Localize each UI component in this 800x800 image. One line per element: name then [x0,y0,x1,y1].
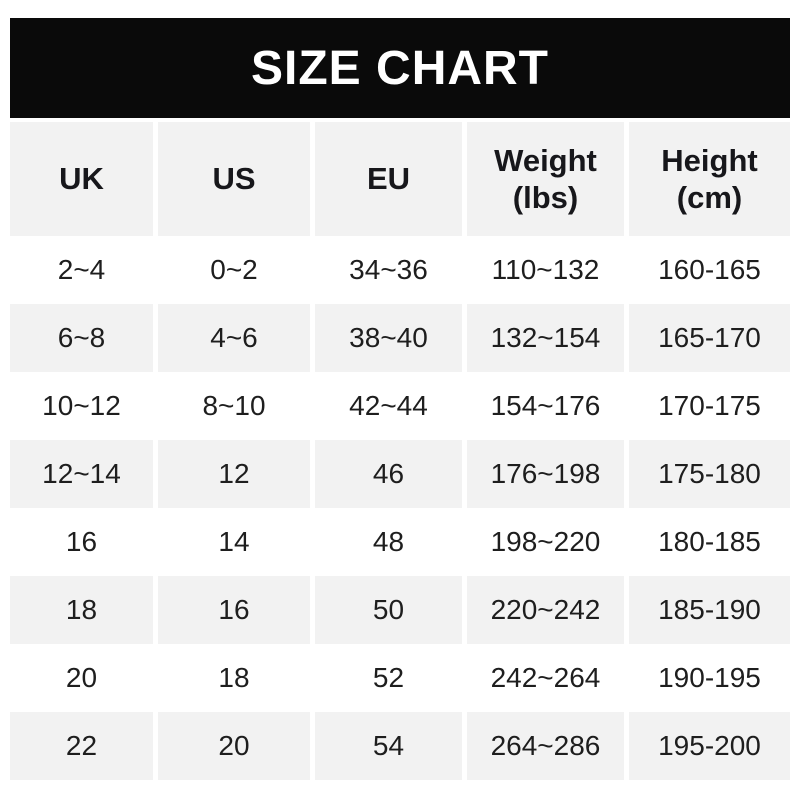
table-cell: 10~12 [10,372,153,440]
table-row: 6~8 4~6 38~40 132~154 165-170 [10,304,790,372]
table-header: UK US EU Weight (lbs) Height (cm) [10,122,790,236]
table-cell: 190-195 [629,644,790,712]
table-cell: 4~6 [158,304,310,372]
table-cell: 2~4 [10,236,153,304]
table-row: 2~4 0~2 34~36 110~132 160-165 [10,236,790,304]
column-header-label: Weight [494,142,597,178]
table-cell: 154~176 [467,372,624,440]
table-cell: 180-185 [629,508,790,576]
table-cell: 50 [315,576,462,644]
column-header-unit: (lbs) [512,180,579,215]
page-title: SIZE CHART [251,41,549,95]
table-cell: 14 [158,508,310,576]
table-cell: 110~132 [467,236,624,304]
table-cell: 6~8 [10,304,153,372]
size-chart-table: UK US EU Weight (lbs) Height (cm) 2~4 0~2 34~36 1… [5,122,795,780]
table-cell: 12 [158,440,310,508]
table-cell: 264~286 [467,712,624,780]
table-cell: 20 [158,712,310,780]
column-header-uk: UK [10,122,153,236]
table-cell: 8~10 [158,372,310,440]
table-row: 18 16 50 220~242 185-190 [10,576,790,644]
table-cell: 176~198 [467,440,624,508]
table-cell: 0~2 [158,236,310,304]
table-header-row: UK US EU Weight (lbs) Height (cm) [10,122,790,236]
table-cell: 34~36 [315,236,462,304]
table-cell: 198~220 [467,508,624,576]
table-cell: 20 [10,644,153,712]
table-cell: 170-175 [629,372,790,440]
table-cell: 160-165 [629,236,790,304]
table-cell: 46 [315,440,462,508]
table-row: 20 18 52 242~264 190-195 [10,644,790,712]
column-header-label: US [212,161,256,197]
table-cell: 38~40 [315,304,462,372]
table-body: 2~4 0~2 34~36 110~132 160-165 6~8 4~6 38~40 132~… [10,236,790,780]
table-row: 12~14 12 46 176~198 175-180 [10,440,790,508]
table-row: 10~12 8~10 42~44 154~176 170-175 [10,372,790,440]
table-cell: 175-180 [629,440,790,508]
column-header-label: EU [366,161,411,197]
table-cell: 132~154 [467,304,624,372]
table-cell: 18 [158,644,310,712]
table-cell: 42~44 [315,372,462,440]
table-cell: 52 [315,644,462,712]
table-row: 22 20 54 264~286 195-200 [10,712,790,780]
table-cell: 54 [315,712,462,780]
table-cell: 165-170 [629,304,790,372]
table-cell: 12~14 [10,440,153,508]
table-cell: 185-190 [629,576,790,644]
table-cell: 18 [10,576,153,644]
table-cell: 220~242 [467,576,624,644]
table-cell: 48 [315,508,462,576]
column-header-unit: (cm) [676,180,743,215]
title-banner: SIZE CHART [10,18,790,118]
column-header-us: US [158,122,310,236]
column-header-eu: EU [315,122,462,236]
table-row: 16 14 48 198~220 180-185 [10,508,790,576]
table-cell: 242~264 [467,644,624,712]
column-header-height-cm: Height (cm) [629,122,790,236]
table-cell: 16 [10,508,153,576]
column-header-label: UK [59,161,104,197]
column-header-weight-lbs: Weight (lbs) [467,122,624,236]
table-cell: 16 [158,576,310,644]
table-cell: 195-200 [629,712,790,780]
column-header-label: Height [661,142,758,178]
table-cell: 22 [10,712,153,780]
